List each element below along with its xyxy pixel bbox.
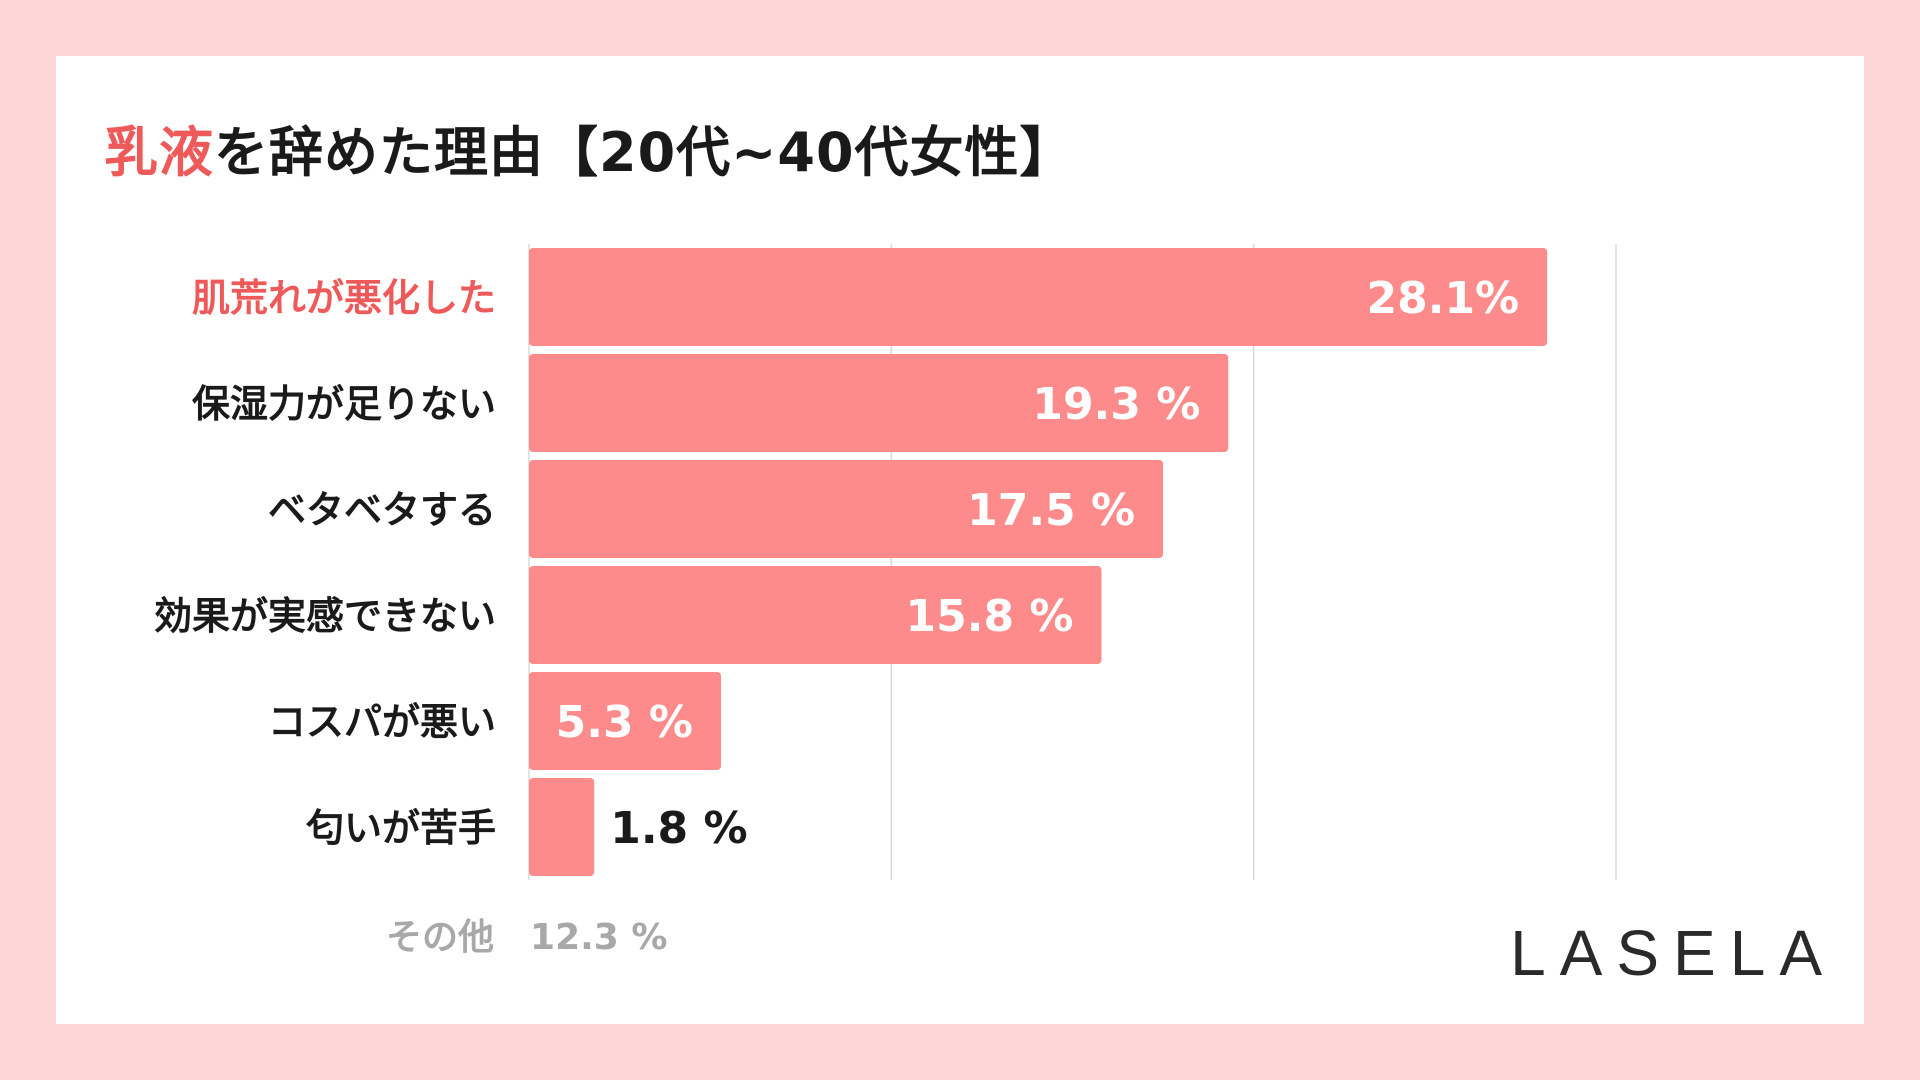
category-label-4: コスパが悪い [268,700,496,744]
other-value: 12.3 % [530,917,668,958]
bar-1 [529,354,1229,452]
title-rest: を辞めた理由【20代~40代女性】 [214,121,1075,184]
category-label-5: 匂いが苦手 [305,806,496,850]
other-label: その他 [386,917,495,958]
bars [529,248,1548,876]
bar-3 [529,566,1102,664]
category-label-1: 保湿力が足りない [192,382,496,426]
value-label-2: 17.5 % [967,485,1135,536]
value-label-4: 5.3 % [556,697,693,748]
bar-5 [529,778,595,876]
value-label-3: 15.8 % [906,591,1074,642]
bar-0 [529,248,1548,346]
title-highlight: 乳液 [104,121,214,184]
value-label-0: 28.1% [1367,273,1520,324]
category-label-3: 効果が実感できない [154,594,496,638]
lasela-logo: LASELA [1510,917,1836,989]
bar-2 [529,460,1164,558]
category-label-2: ベタベタする [268,488,496,532]
category-labels: 肌荒れが悪化した保湿力が足りないベタベタする効果が実感できないコスパが悪い匂いが… [154,276,496,850]
gridlines [528,244,1617,880]
value-labels: 28.1% 19.3 % 17.5 % 15.8 % 5.3 % 1.8 % [556,273,1519,854]
bar-chart: 肌荒れが悪化した保湿力が足りないベタベタする効果が実感できないコスパが悪い匂いが… [154,244,1617,880]
chart-card: 乳液を辞めた理由【20代~40代女性】 肌荒れが悪化した 保湿力が足りないベタベタ… [56,56,1864,1024]
value-label-5: 1.8 % [610,803,747,854]
other-note: その他 12.3 % [386,908,667,960]
bar-4 [529,672,722,770]
category-label-0: 肌荒れが悪化した [192,276,496,320]
chart-title: 乳液を辞めた理由【20代~40代女性】 [104,108,1075,187]
value-label-1: 19.3 % [1032,379,1200,430]
